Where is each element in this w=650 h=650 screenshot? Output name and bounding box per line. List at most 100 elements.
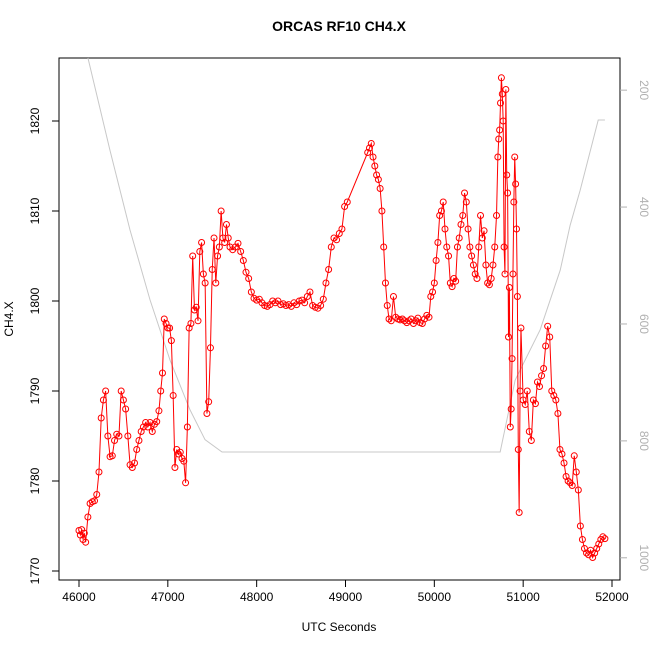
point [157, 387, 165, 395]
point [146, 419, 154, 426]
point [217, 207, 225, 215]
point [155, 407, 163, 415]
point [182, 479, 190, 487]
point [378, 207, 386, 215]
point [166, 324, 174, 332]
x-tick-label: 48000 [240, 590, 274, 604]
point [548, 387, 556, 395]
point [452, 277, 460, 285]
point [122, 405, 130, 413]
point [531, 400, 539, 408]
point [497, 99, 505, 107]
point [511, 153, 519, 161]
point [570, 452, 578, 460]
point [484, 279, 492, 287]
point [445, 252, 453, 260]
point [477, 212, 485, 219]
point [434, 239, 442, 246]
point [162, 320, 170, 327]
point [523, 387, 531, 395]
point [478, 234, 486, 242]
y-tick-label: 1810 [28, 197, 42, 224]
point [514, 446, 522, 453]
point [500, 243, 508, 251]
point [459, 212, 467, 219]
point [425, 313, 433, 321]
point [169, 392, 177, 399]
x-axis-label: UTC Seconds [302, 620, 377, 634]
point [160, 315, 168, 323]
y-tick-label: 1780 [28, 467, 42, 494]
point [176, 448, 184, 456]
point [546, 333, 554, 341]
point [498, 90, 506, 98]
point [365, 144, 373, 152]
point [242, 268, 250, 276]
point [201, 279, 209, 287]
point [206, 344, 214, 352]
point [104, 432, 112, 440]
point [301, 299, 309, 307]
point [95, 468, 103, 476]
point [525, 428, 533, 435]
point [91, 497, 99, 505]
point [572, 468, 580, 476]
y-tick-label: 1800 [28, 287, 42, 314]
point [222, 221, 230, 228]
point [513, 225, 521, 233]
point [325, 266, 333, 273]
point [403, 319, 411, 327]
point [533, 378, 541, 386]
point [423, 311, 431, 319]
point [473, 275, 481, 282]
point [319, 295, 327, 303]
point [504, 189, 512, 197]
point [513, 293, 521, 300]
x-tick-label: 50000 [418, 590, 452, 604]
point [469, 261, 477, 269]
point [496, 126, 504, 134]
point [99, 396, 107, 404]
point [380, 243, 388, 251]
point [475, 243, 483, 251]
point [515, 509, 523, 516]
chart-title: ORCAS RF10 CH4.X [272, 18, 406, 34]
point [517, 324, 525, 332]
point [364, 149, 372, 156]
point [471, 270, 479, 278]
point [487, 275, 495, 282]
point [542, 342, 550, 350]
point [448, 283, 456, 291]
point [436, 212, 444, 219]
x-tick-label: 49000 [329, 590, 363, 604]
point [468, 252, 476, 260]
y2-tick-label: 200 [637, 80, 650, 100]
y2-tick-label: 1000 [637, 544, 650, 571]
point [429, 288, 437, 296]
point [443, 243, 451, 251]
point [389, 293, 397, 300]
point [153, 418, 161, 426]
point [540, 365, 548, 372]
point [239, 257, 247, 264]
point [544, 322, 552, 330]
point [499, 117, 507, 125]
point [574, 486, 582, 494]
x-tick-label: 51000 [506, 590, 540, 604]
point [485, 281, 493, 289]
point [338, 225, 346, 233]
point [516, 387, 524, 395]
point [158, 369, 166, 377]
point [501, 270, 509, 278]
point [234, 239, 242, 247]
point [599, 533, 607, 541]
point [510, 198, 518, 206]
point [371, 162, 379, 170]
point [507, 405, 515, 413]
point [373, 171, 381, 179]
point [421, 315, 429, 323]
point [505, 284, 513, 291]
point [432, 257, 440, 264]
point [376, 185, 384, 192]
point [439, 198, 447, 206]
